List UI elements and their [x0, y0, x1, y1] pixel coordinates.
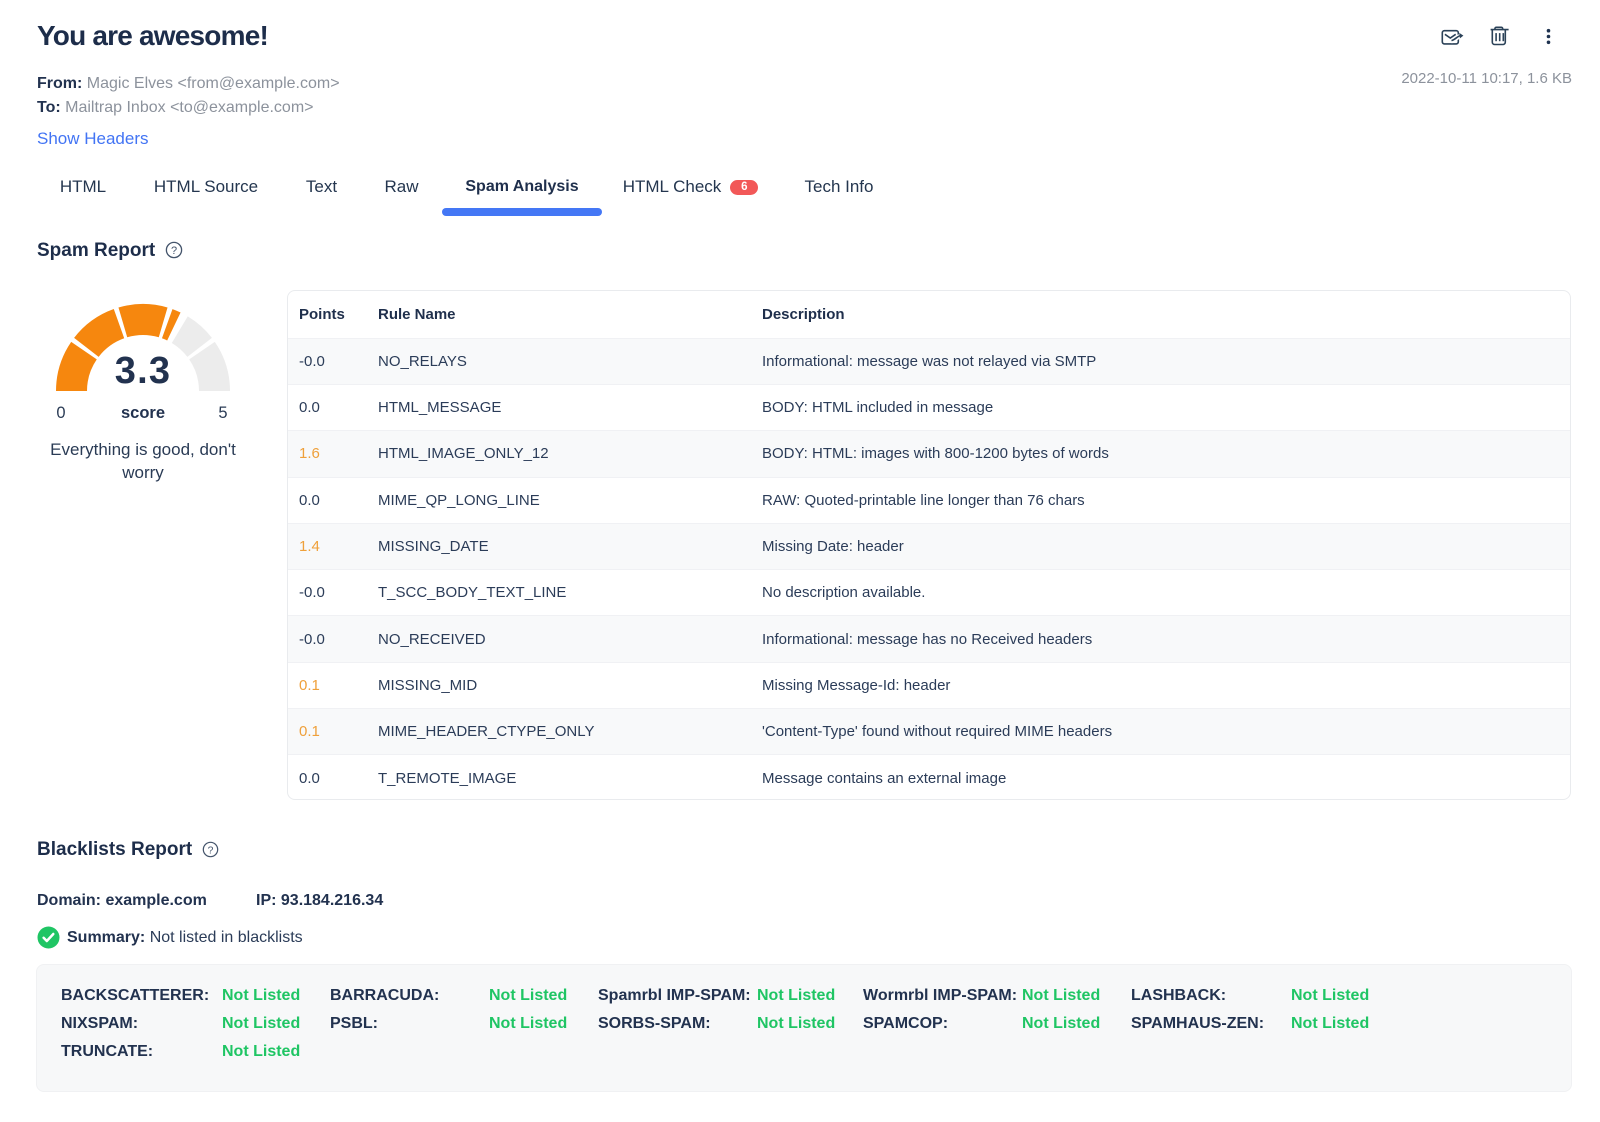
- svg-text:?: ?: [208, 845, 214, 856]
- svg-text:?: ?: [171, 245, 177, 257]
